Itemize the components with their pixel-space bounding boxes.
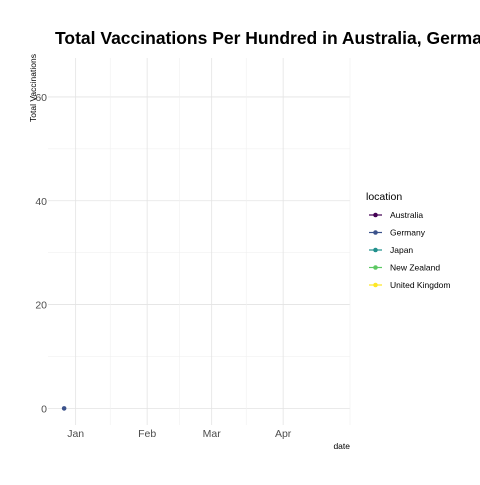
- legend-item: New Zealand: [369, 263, 440, 273]
- x-tick-label: Apr: [275, 428, 292, 440]
- axis-ticks: 0 20 40 60 Jan Feb Mar Apr: [35, 92, 292, 440]
- legend-label: United Kingdom: [390, 280, 450, 290]
- legend-item: Australia: [369, 210, 423, 220]
- legend-swatch-dot: [373, 230, 378, 235]
- y-tick-label: 0: [41, 403, 47, 415]
- legend-label: Japan: [390, 245, 413, 255]
- x-tick-label: Jan: [67, 428, 84, 440]
- legend-item: United Kingdom: [369, 280, 450, 290]
- legend-swatch-dot: [373, 282, 378, 288]
- legend-swatch-dot: [373, 265, 378, 270]
- legend-item: Germany: [369, 228, 426, 238]
- x-tick-label: Mar: [203, 428, 222, 440]
- data-point: [61, 406, 67, 411]
- legend-item: Japan: [369, 245, 413, 255]
- legend-label: Germany: [390, 228, 426, 238]
- legend: location Australia Germany Japan New Zealan…: [366, 191, 450, 290]
- legend-title: location: [366, 191, 402, 203]
- legend-swatch-dot: [373, 212, 378, 218]
- y-tick-label: 40: [35, 196, 47, 208]
- y-axis-title: Total Vaccinations: [28, 54, 38, 122]
- x-tick-label: Feb: [138, 428, 156, 440]
- grid-lines: [48, 58, 351, 425]
- y-tick-label: 20: [35, 300, 47, 312]
- chart-title: Total Vaccinations Per Hundred in Austra…: [55, 28, 480, 48]
- legend-label: Australia: [390, 210, 423, 220]
- series-marks: [61, 406, 67, 411]
- y-tick-label: 60: [35, 92, 47, 104]
- legend-swatch-dot: [373, 247, 378, 253]
- x-axis-title: date: [333, 441, 350, 451]
- legend-label: New Zealand: [390, 263, 440, 273]
